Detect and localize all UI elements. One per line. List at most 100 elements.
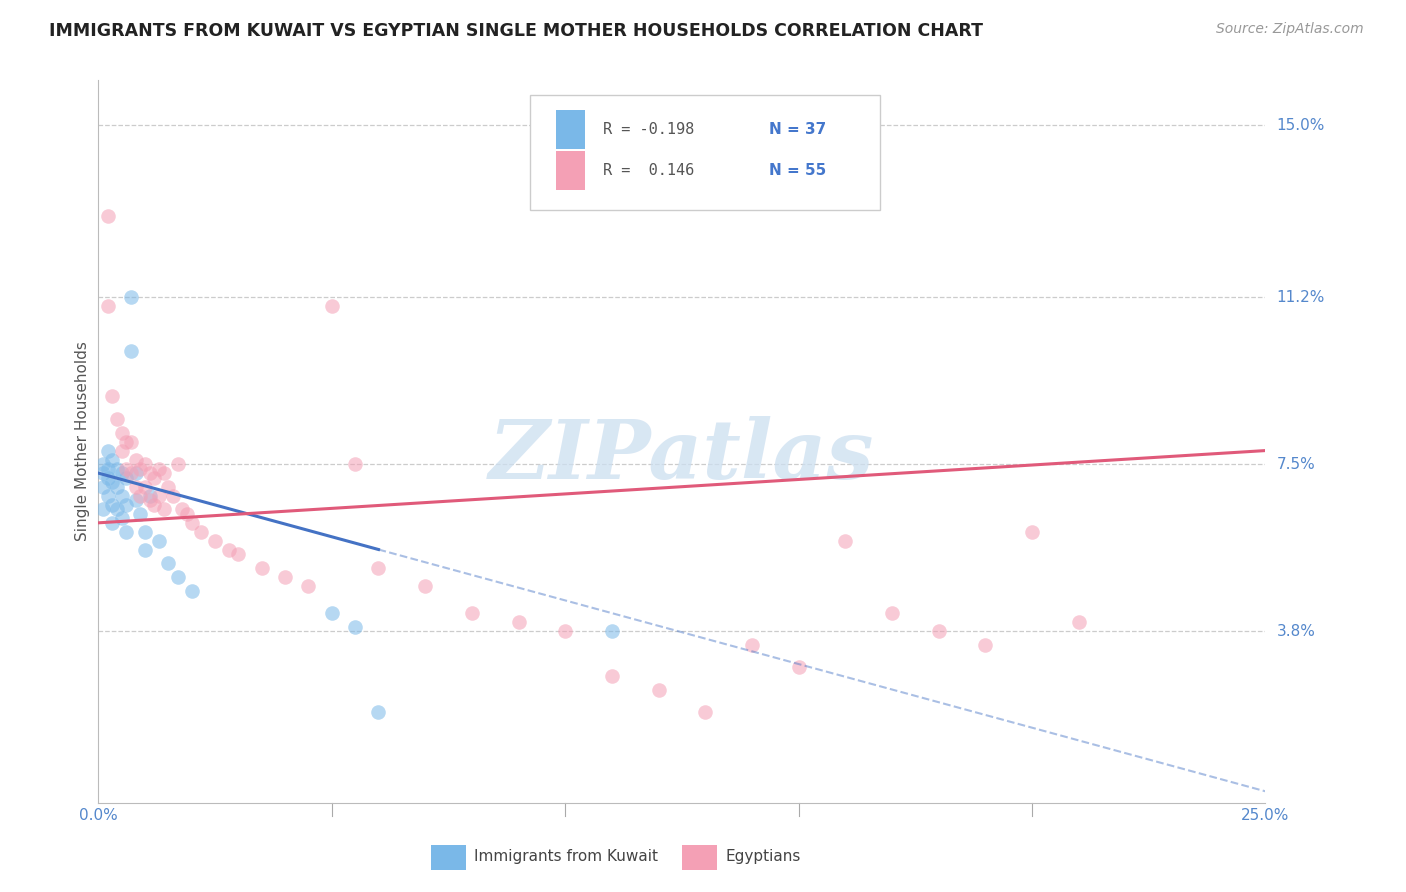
Point [105,412,128,426]
Point [97,461,120,475]
Point [101,389,124,403]
Point [1067,615,1090,630]
Point [367,561,389,575]
Point [152,502,174,516]
Point [152,466,174,480]
Point [129,489,152,503]
Point [344,620,367,634]
Point [461,606,484,620]
Point [134,542,156,557]
Point [143,498,166,512]
Point [139,489,162,503]
Point [101,475,124,490]
Point [111,489,134,503]
Text: 3.8%: 3.8% [1277,624,1316,639]
Point [115,498,138,512]
Text: 7.5%: 7.5% [1277,457,1315,472]
Text: R =  0.146: R = 0.146 [603,163,693,178]
Point [250,561,273,575]
Point [120,466,142,480]
Point [1021,524,1043,539]
Point [176,507,198,521]
Point [97,299,120,313]
Point [91,480,114,494]
Point [166,570,188,584]
Point [157,557,180,571]
Point [134,457,156,471]
Point [695,706,717,720]
Point [741,638,763,652]
Text: Immigrants from Kuwait: Immigrants from Kuwait [474,849,658,864]
Point [120,290,142,304]
Y-axis label: Single Mother Households: Single Mother Households [75,342,90,541]
Point [148,461,170,475]
Point [344,457,367,471]
Point [880,606,903,620]
Text: 11.2%: 11.2% [1277,290,1324,304]
Point [111,466,134,480]
Text: N = 55: N = 55 [769,163,827,178]
Point [97,209,120,223]
Point [162,489,184,503]
Point [120,434,142,449]
Text: Egyptians: Egyptians [725,849,800,864]
Point [97,443,120,458]
Point [834,533,856,548]
Point [120,344,142,359]
Point [190,524,212,539]
Text: Source: ZipAtlas.com: Source: ZipAtlas.com [1216,22,1364,37]
Point [105,502,128,516]
Point [274,570,297,584]
Bar [432,846,465,870]
Point [172,502,194,516]
Point [101,498,124,512]
Point [111,425,134,440]
Point [600,624,623,639]
Point [787,660,810,674]
Point [180,516,202,530]
Point [134,480,156,494]
Point [125,493,148,508]
Point [125,452,148,467]
Point [111,511,134,525]
Point [115,434,138,449]
Point [647,682,669,697]
Point [554,624,576,639]
Point [101,452,124,467]
Point [974,638,997,652]
Point [125,480,148,494]
Point [413,579,436,593]
Point [148,489,170,503]
Point [321,299,343,313]
Point [105,480,128,494]
Point [129,507,152,521]
Point [91,502,114,516]
Point [180,583,202,598]
Point [157,480,180,494]
Point [105,461,128,475]
Point [139,493,162,508]
Point [367,706,389,720]
Point [321,606,343,620]
Text: 15.0%: 15.0% [1277,118,1324,133]
Point [143,471,166,485]
FancyBboxPatch shape [530,95,880,211]
Text: N = 37: N = 37 [769,122,827,136]
Point [218,542,240,557]
Text: IMMIGRANTS FROM KUWAIT VS EGYPTIAN SINGLE MOTHER HOUSEHOLDS CORRELATION CHART: IMMIGRANTS FROM KUWAIT VS EGYPTIAN SINGL… [49,22,983,40]
Bar [682,846,717,870]
Point [139,466,162,480]
Point [115,524,138,539]
Point [928,624,950,639]
Point [91,466,114,480]
Text: ZIPatlas: ZIPatlas [489,416,875,496]
Point [115,471,138,485]
Point [129,461,152,475]
Bar [555,151,585,191]
Point [148,533,170,548]
Text: R = -0.198: R = -0.198 [603,122,693,136]
Point [134,524,156,539]
Point [111,443,134,458]
Point [166,457,188,471]
Point [297,579,319,593]
